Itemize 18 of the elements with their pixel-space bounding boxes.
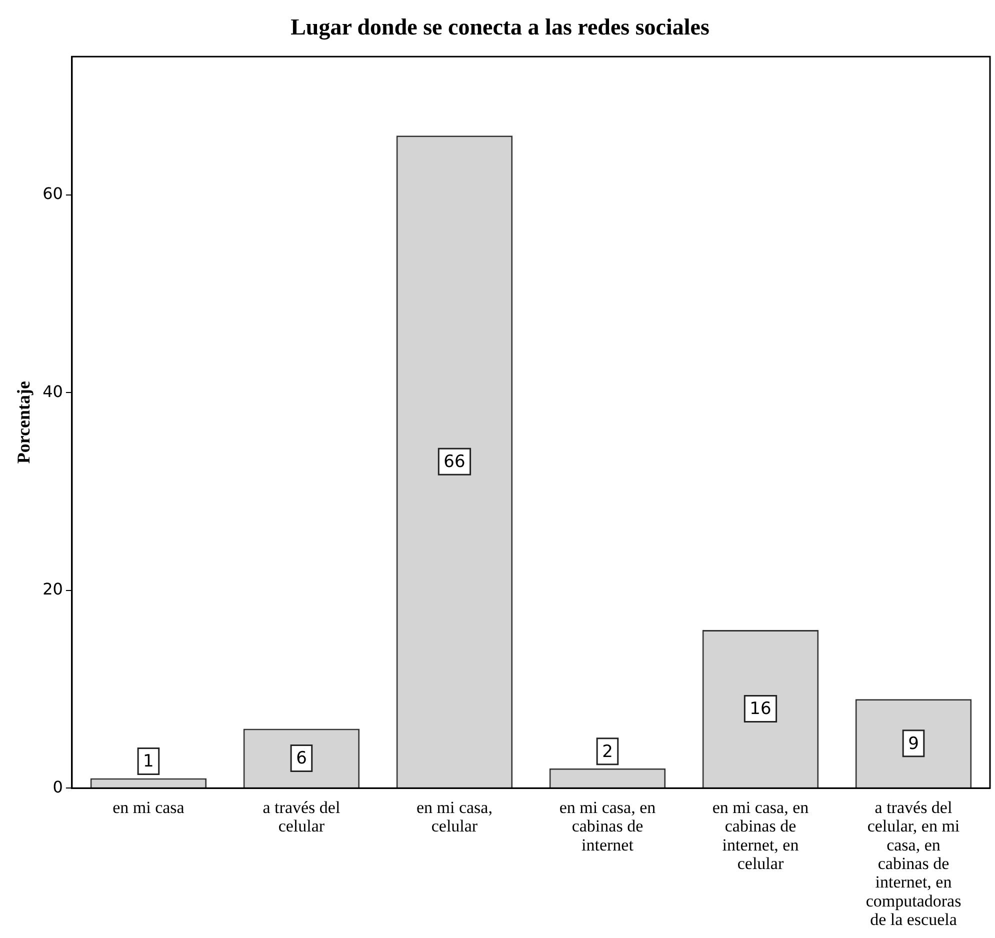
- y-tick-label: 60: [42, 184, 63, 204]
- y-tick-label: 0: [52, 777, 63, 796]
- x-tick-label: en mi casa, celular: [416, 798, 492, 836]
- x-tick-label: a través del celular, en mi casa, en cabinas de internet, en computadoras de la escuela: [866, 798, 962, 930]
- x-tick-label: en mi casa, en cabinas de internet, en celular: [712, 798, 810, 874]
- data-label: 66: [444, 452, 466, 472]
- data-label: 6: [296, 748, 307, 769]
- x-tick-label: en mi casa, en cabinas de internet: [559, 798, 656, 854]
- y-tick-label: 40: [42, 382, 63, 401]
- data-label: 2: [602, 742, 613, 762]
- data-label: 1: [143, 752, 154, 772]
- x-tick-label: en mi casa: [112, 798, 185, 817]
- y-tick-label: 20: [42, 580, 63, 599]
- data-label: 16: [750, 699, 772, 720]
- y-axis-title: Porcentaje: [13, 381, 34, 464]
- chart-title: Lugar donde se conecta a las redes sociales: [290, 14, 710, 41]
- x-tick-label: a través del celular: [262, 798, 340, 836]
- data-label: 9: [908, 734, 919, 754]
